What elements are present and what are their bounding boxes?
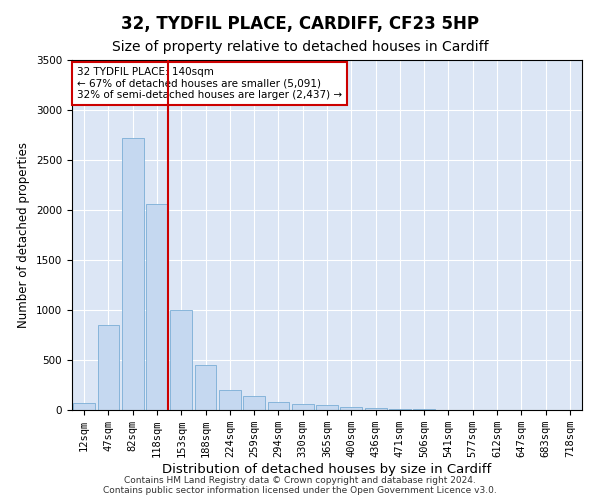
Bar <box>316 405 338 410</box>
Bar <box>292 404 314 410</box>
Bar <box>73 402 95 410</box>
Text: 32 TYDFIL PLACE: 140sqm
← 67% of detached houses are smaller (5,091)
32% of semi: 32 TYDFIL PLACE: 140sqm ← 67% of detache… <box>77 67 342 100</box>
Bar <box>340 407 362 410</box>
Bar <box>413 409 435 410</box>
Bar <box>219 390 241 410</box>
Bar <box>365 408 386 410</box>
Bar <box>268 402 289 410</box>
Bar <box>146 204 168 410</box>
Bar <box>194 365 217 410</box>
Y-axis label: Number of detached properties: Number of detached properties <box>17 142 31 328</box>
Bar <box>389 408 411 410</box>
Bar <box>97 325 119 410</box>
Bar <box>122 138 143 410</box>
Bar <box>243 396 265 410</box>
Bar <box>170 310 192 410</box>
Text: Size of property relative to detached houses in Cardiff: Size of property relative to detached ho… <box>112 40 488 54</box>
Text: 32, TYDFIL PLACE, CARDIFF, CF23 5HP: 32, TYDFIL PLACE, CARDIFF, CF23 5HP <box>121 15 479 33</box>
X-axis label: Distribution of detached houses by size in Cardiff: Distribution of detached houses by size … <box>163 463 491 476</box>
Text: Contains HM Land Registry data © Crown copyright and database right 2024.
Contai: Contains HM Land Registry data © Crown c… <box>103 476 497 495</box>
